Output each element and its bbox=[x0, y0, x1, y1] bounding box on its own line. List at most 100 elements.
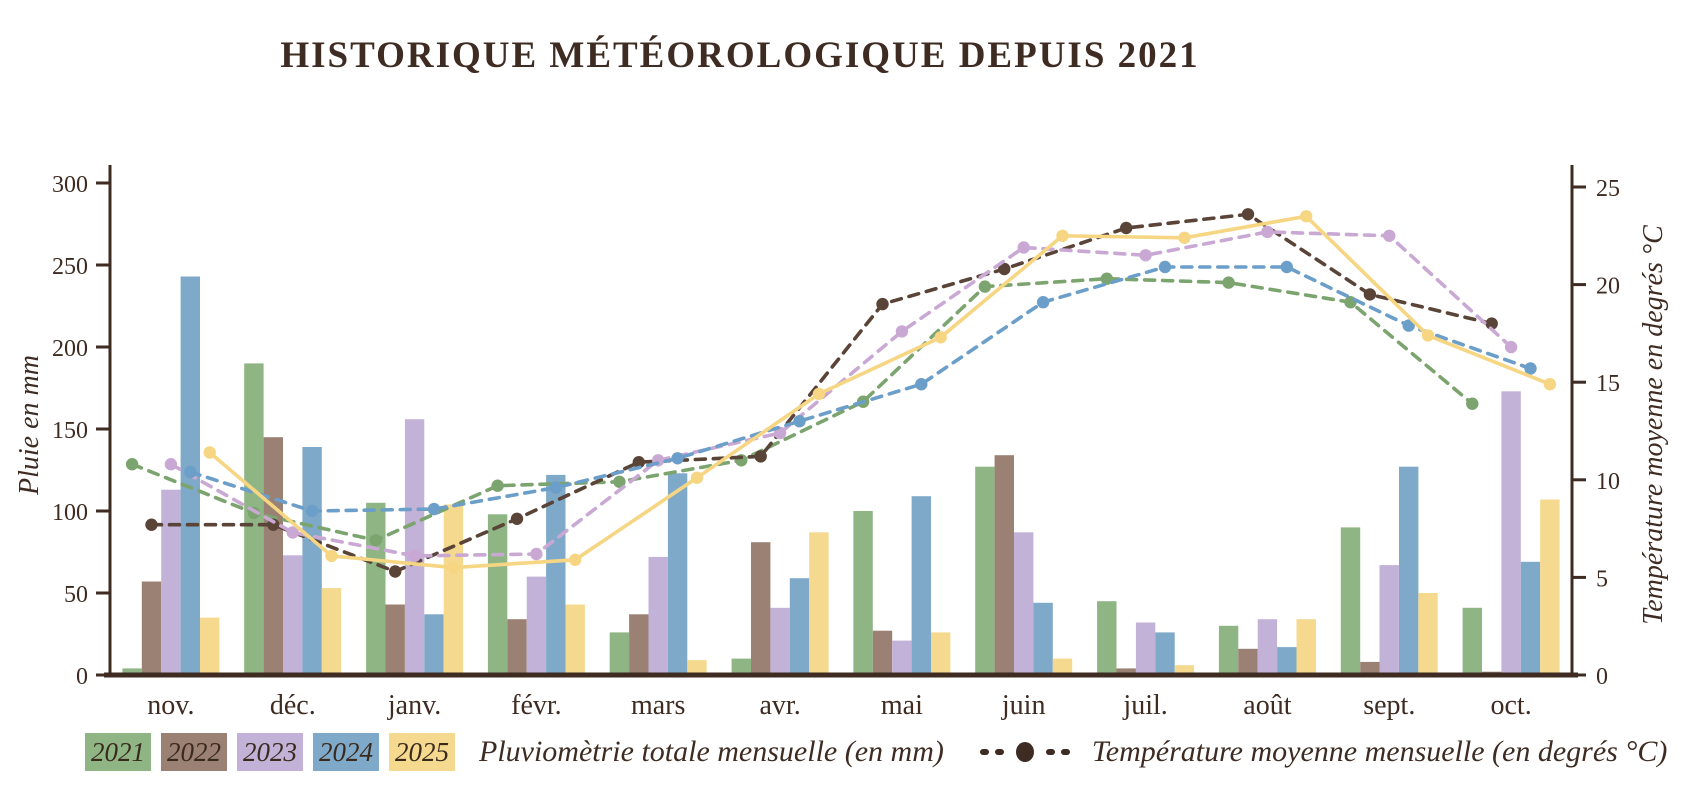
temp-line-2025 bbox=[207, 214, 1552, 570]
month-label-mai: mai bbox=[881, 690, 923, 721]
temp-dot-2023-juin bbox=[1017, 241, 1030, 254]
temp-dot-2024-nov. bbox=[184, 465, 197, 479]
temp-dot-2022-sept. bbox=[1363, 288, 1377, 301]
temp-dot-2025-juin bbox=[1056, 229, 1069, 242]
temp-dot-2025-juil. bbox=[1178, 231, 1191, 244]
temp-dot-2022-mars bbox=[632, 456, 645, 469]
right-tick-label: 10 bbox=[1596, 469, 1620, 495]
rain-bar-2024-sept. bbox=[1399, 466, 1419, 675]
rain-bar-2025-oct. bbox=[1540, 499, 1560, 675]
right-axis-title: Température moyenne en degrés °C bbox=[1638, 225, 1669, 625]
rain-bar-2023-mars bbox=[648, 556, 668, 675]
legend-year-chip-2023: 2023 bbox=[237, 733, 303, 771]
rain-bar-2024-août bbox=[1277, 647, 1297, 675]
rain-bar-2022-sept. bbox=[1360, 661, 1380, 675]
rain-bar-2023-juin bbox=[1014, 532, 1034, 675]
rain-bar-2025-févr. bbox=[565, 604, 585, 675]
month-label-déc.: déc. bbox=[270, 690, 316, 721]
month-label-oct.: oct. bbox=[1490, 690, 1531, 721]
temp-dot-2025-mars bbox=[690, 471, 704, 484]
rain-bar-2024-juil. bbox=[1155, 632, 1175, 675]
temp-dot-2023-sept. bbox=[1383, 229, 1396, 242]
rain-bar-2024-févr. bbox=[546, 474, 566, 675]
rain-bar-2024-déc. bbox=[302, 447, 322, 675]
left-tick-label: 50 bbox=[64, 582, 88, 608]
right-tick-label: 15 bbox=[1596, 371, 1620, 397]
month-label-juin: juin bbox=[1001, 690, 1046, 721]
temp-dot-2022-févr. bbox=[510, 512, 524, 525]
month-label-août: août bbox=[1243, 690, 1291, 721]
temp-dot-2023-janv. bbox=[408, 549, 421, 563]
temp-dot-2024-mai bbox=[915, 378, 928, 391]
temp-dot-2024-févr. bbox=[549, 481, 562, 494]
rain-bar-2022-juin bbox=[994, 455, 1014, 675]
temp-dot-2022-juin bbox=[998, 262, 1011, 276]
month-label-avr.: avr. bbox=[759, 690, 800, 721]
left-tick-label: 0 bbox=[76, 664, 88, 690]
rain-bar-2021-janv. bbox=[366, 502, 386, 675]
temp-dot-2024-oct. bbox=[1524, 362, 1537, 375]
month-label-mars: mars bbox=[631, 690, 685, 721]
rain-bar-2022-avr. bbox=[751, 542, 771, 675]
right-tick-label: 0 bbox=[1596, 664, 1608, 690]
rain-bar-2022-févr. bbox=[507, 619, 527, 675]
rain-bar-2023-juil. bbox=[1135, 622, 1156, 675]
temp-dot-2025-janv. bbox=[447, 561, 460, 574]
temp-dot-2022-mai bbox=[876, 297, 889, 311]
temp-dot-2021-juil. bbox=[1100, 272, 1114, 285]
rain-bar-2025-avr. bbox=[809, 532, 829, 675]
temp-dot-2023-déc. bbox=[286, 526, 299, 539]
rain-bar-2025-juin bbox=[1052, 658, 1073, 675]
left-tick-label: 100 bbox=[52, 500, 88, 526]
temp-dot-2021-mars bbox=[613, 475, 626, 488]
temp-dot-2022-janv. bbox=[389, 565, 402, 578]
legend-year-chip-2021: 2021 bbox=[85, 733, 151, 771]
temp-line-2024 bbox=[188, 265, 1533, 513]
rain-bar-2025-nov. bbox=[200, 617, 220, 675]
left-tick-label: 250 bbox=[52, 254, 88, 280]
temp-dot-2025-août bbox=[1300, 210, 1313, 223]
left-tick-label: 300 bbox=[52, 172, 88, 198]
temp-dot-2025-avr. bbox=[812, 387, 826, 401]
rain-bar-2024-janv. bbox=[424, 614, 444, 675]
temp-dot-2025-oct. bbox=[1543, 378, 1557, 391]
temp-line-2022 bbox=[149, 212, 1494, 574]
temp-dot-2021-août bbox=[1222, 276, 1235, 289]
left-tick-label: 150 bbox=[52, 418, 88, 444]
rain-bar-2021-juin bbox=[975, 466, 995, 675]
temp-dot-2023-août bbox=[1261, 225, 1274, 239]
rain-bar-2023-févr. bbox=[526, 576, 547, 675]
temp-line-2021 bbox=[130, 276, 1475, 543]
rain-bar-2022-mai bbox=[872, 630, 893, 675]
temp-dot-2021-nov. bbox=[125, 458, 139, 471]
left-axis-title: Pluie en mm bbox=[14, 355, 45, 496]
legend: 2021 2022 2023 2024 2025 Pluviomètrie totale … bbox=[85, 733, 1685, 771]
right-tick-label: 5 bbox=[1596, 566, 1608, 592]
rain-bar-2024-oct. bbox=[1520, 561, 1541, 675]
rain-bar-2022-nov. bbox=[141, 581, 162, 675]
rain-bar-2024-juin bbox=[1033, 602, 1053, 675]
temp-dot-2023-nov. bbox=[164, 458, 178, 471]
month-label-nov.: nov. bbox=[147, 690, 194, 721]
right-tick-label: 25 bbox=[1596, 176, 1620, 202]
rain-legend-label: Pluviomètrie totale mensuelle (en mm) bbox=[479, 735, 944, 768]
temp-dot-2023-févr. bbox=[530, 547, 543, 561]
temp-dot-2024-mars bbox=[671, 452, 684, 465]
rain-bar-2023-déc. bbox=[283, 555, 303, 675]
temp-dot-2024-juil. bbox=[1158, 260, 1172, 274]
month-label-janv.: janv. bbox=[387, 690, 441, 721]
temp-dot-2025-sept. bbox=[1421, 329, 1435, 342]
rain-bar-2023-avr. bbox=[770, 607, 790, 675]
temp-dot-2024-sept. bbox=[1402, 319, 1415, 332]
legend-year-chip-2022: 2022 bbox=[161, 733, 227, 771]
rain-bar-2025-juil. bbox=[1174, 665, 1195, 675]
temp-dot-2025-déc. bbox=[325, 549, 338, 563]
temp-dot-2024-janv. bbox=[427, 502, 441, 516]
temp-dot-2024-août bbox=[1280, 260, 1294, 274]
temp-dot-2024-avr. bbox=[793, 415, 806, 428]
temp-dot-2021-févr. bbox=[491, 479, 504, 492]
legend-year-chip-2025: 2025 bbox=[389, 733, 455, 771]
rain-bar-2021-mai bbox=[853, 511, 873, 675]
